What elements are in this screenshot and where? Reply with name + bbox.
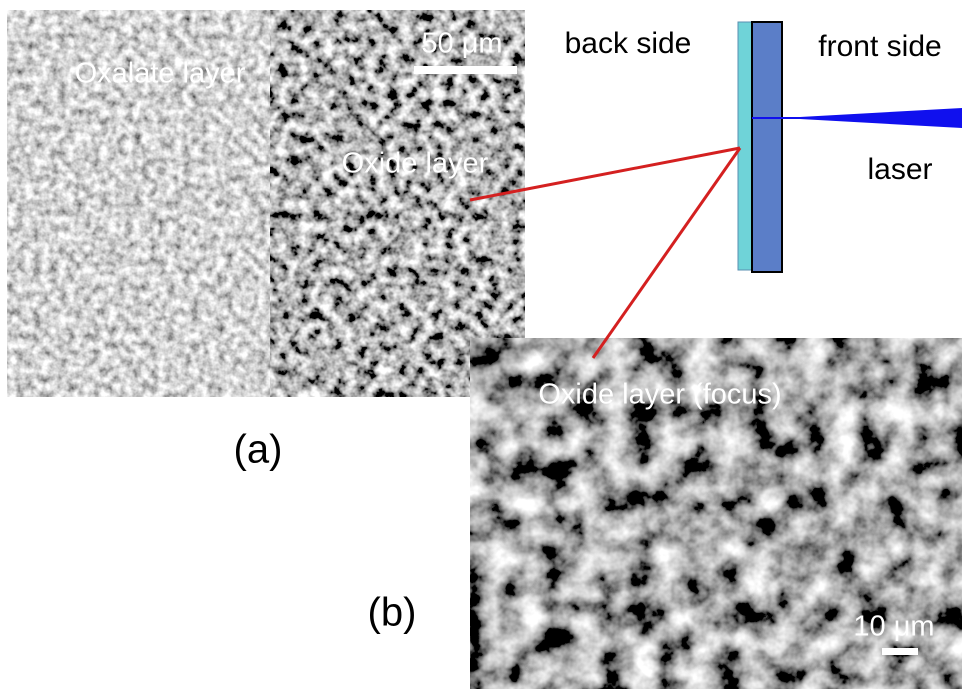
region-label: Oxalate layer xyxy=(75,58,246,90)
laser-beam xyxy=(782,108,962,128)
back-layer xyxy=(738,22,752,270)
scale-bar xyxy=(414,66,517,74)
side-label: front side xyxy=(818,30,941,63)
scale-bar-label: 50 μm xyxy=(421,28,502,60)
scale-bar-label: 10 μm xyxy=(853,611,934,643)
connector xyxy=(593,148,740,358)
side-label: back side xyxy=(565,27,692,60)
panel-label: (a) xyxy=(234,428,283,472)
figure: Oxalate layer Oxide layer 50 μm Oxide la… xyxy=(0,0,962,689)
beam-label: laser xyxy=(867,153,932,186)
scale-bar xyxy=(882,648,918,655)
page: {"panel_a": {"label": "(a)", "regions": … xyxy=(0,0,962,689)
panel-label: (b) xyxy=(368,591,417,635)
panel-title: Oxide layer (focus) xyxy=(538,379,781,411)
region-label: Oxide layer xyxy=(342,148,489,180)
sample xyxy=(752,22,782,272)
